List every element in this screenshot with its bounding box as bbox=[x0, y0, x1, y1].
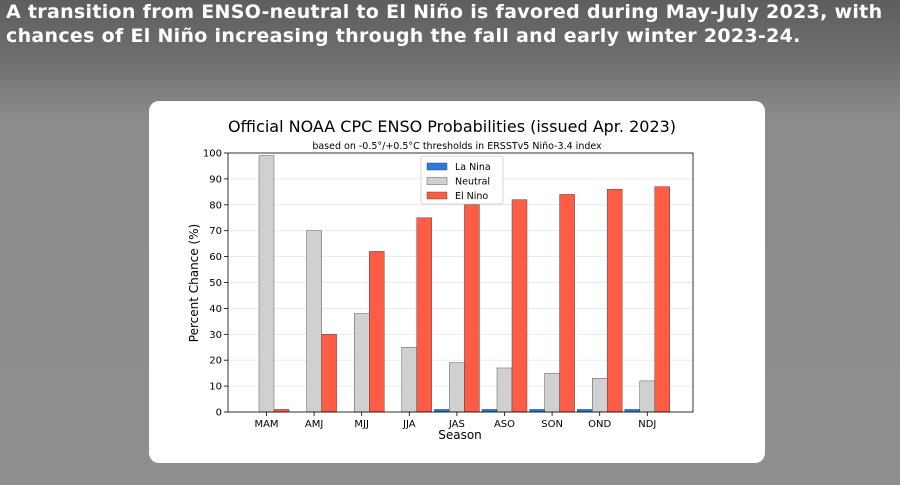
enso-probability-chart: Official NOAA CPC ENSO Probabilities (is… bbox=[187, 117, 694, 442]
x-tick-label: MAM bbox=[254, 419, 278, 430]
headline: A transition from ENSO-neutral to El Niñ… bbox=[6, 1, 883, 47]
y-axis-label: Percent Chance (%) bbox=[187, 224, 201, 342]
bar-neutral bbox=[401, 347, 418, 413]
bar-el-nino bbox=[654, 186, 670, 413]
x-tick-label: MJJ bbox=[354, 419, 369, 430]
bar-el-nino bbox=[464, 204, 480, 413]
bar-el-nino bbox=[321, 334, 337, 413]
y-tick-label: 0 bbox=[216, 408, 222, 419]
y-tick-label: 30 bbox=[209, 330, 222, 341]
legend-swatch bbox=[426, 177, 448, 185]
bar-neutral bbox=[449, 362, 465, 413]
y-tick-label: 40 bbox=[209, 304, 222, 315]
y-tick-label: 100 bbox=[203, 149, 222, 160]
x-tick-label: NDJ bbox=[638, 419, 656, 430]
chart-card: Official NOAA CPC ENSO Probabilities (is… bbox=[149, 101, 765, 463]
bar-neutral bbox=[592, 378, 608, 413]
chart-subtitle: based on -0.5°/+0.5°C thresholds in ERSS… bbox=[312, 141, 602, 152]
y-tick-label: 20 bbox=[209, 356, 222, 367]
x-axis-ticks: MAM AMJ MJJ JJA JAS ASO SON OND NDJ bbox=[254, 412, 656, 430]
legend-label: El Nino bbox=[455, 191, 488, 202]
bar-el-nino bbox=[416, 217, 432, 413]
x-tick-label: JJA bbox=[402, 419, 416, 430]
x-tick-label: AMJ bbox=[305, 419, 323, 430]
bar-el-nino bbox=[368, 251, 385, 413]
bar-neutral bbox=[544, 372, 560, 413]
bar-neutral bbox=[639, 380, 655, 413]
legend-swatch bbox=[426, 191, 448, 200]
legend: La Nina Neutral El Nino bbox=[420, 155, 504, 205]
legend-label: Neutral bbox=[455, 177, 490, 188]
y-tick-label: 60 bbox=[209, 252, 222, 263]
x-tick-label: SON bbox=[541, 419, 563, 430]
y-tick-label: 10 bbox=[209, 382, 222, 393]
y-tick-label: 80 bbox=[209, 200, 222, 211]
legend-swatch bbox=[426, 162, 448, 171]
x-tick-label: JAS bbox=[448, 419, 465, 430]
bar-neutral bbox=[258, 155, 275, 413]
y-axis-ticks: 0 10 20 30 40 50 60 70 80 90 100 bbox=[203, 149, 228, 419]
bar-el-nino bbox=[607, 189, 623, 413]
bar-neutral bbox=[306, 230, 322, 413]
x-axis-label: Season bbox=[438, 428, 482, 442]
y-tick-label: 50 bbox=[209, 278, 222, 289]
bar-el-nino bbox=[559, 194, 575, 413]
x-tick-label: OND bbox=[588, 419, 611, 430]
bar-neutral bbox=[496, 367, 513, 413]
legend-label: La Nina bbox=[455, 162, 491, 173]
bars bbox=[258, 155, 670, 413]
y-tick-label: 90 bbox=[209, 174, 222, 185]
y-tick-label: 70 bbox=[209, 226, 222, 237]
chart-title: Official NOAA CPC ENSO Probabilities (is… bbox=[228, 117, 676, 136]
bar-neutral bbox=[353, 313, 370, 413]
bar-el-nino bbox=[511, 199, 528, 413]
x-tick-label: ASO bbox=[494, 419, 515, 430]
